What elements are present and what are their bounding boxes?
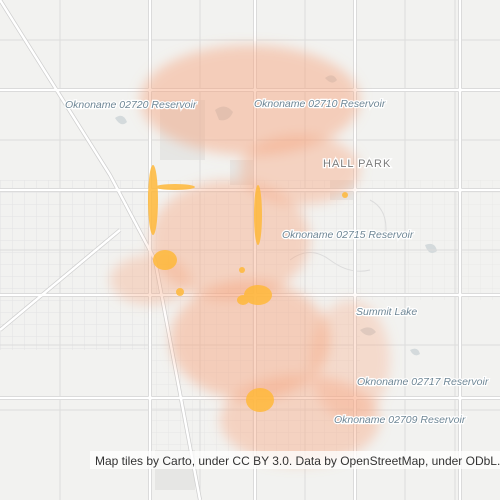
- point-density: [110, 45, 390, 465]
- place-label: Oknoname 02710 Reservoir: [254, 98, 386, 110]
- street-grid: [360, 180, 500, 300]
- place-label: Oknoname 02717 Reservoir: [357, 376, 489, 388]
- attribution: Map tiles by Carto, under CC BY 3.0. Dat…: [95, 454, 500, 468]
- place-label: HALL PARK: [323, 158, 391, 170]
- point-clusters: [148, 165, 348, 412]
- place-label: Summit Lake: [356, 306, 417, 318]
- place-label: Oknoname 02709 Reservoir: [334, 414, 466, 426]
- place-label: Oknoname 02715 Reservoir: [282, 229, 414, 241]
- place-label: Oknoname 02720 Reservoir: [65, 99, 197, 111]
- attribution-background: [90, 451, 500, 469]
